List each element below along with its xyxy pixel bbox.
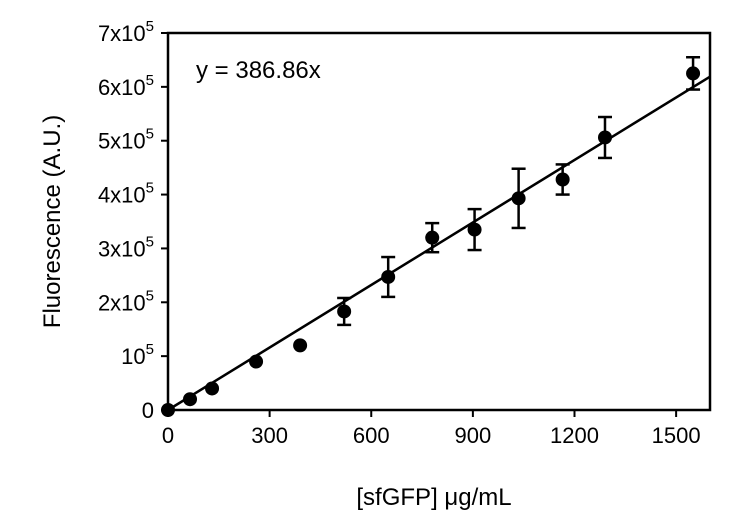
regression-equation-label: y = 386.86x [196,57,321,84]
data-point [249,354,264,369]
y-tick-label-exponent: 5 [146,287,154,304]
y-tick-label: 7x105 [98,18,154,46]
data-point [467,222,482,237]
data-point [555,172,570,187]
x-tick-label: 900 [455,423,492,448]
x-tick-label: 600 [353,423,390,448]
data-point [425,230,440,245]
y-tick-label: 5x105 [98,126,154,154]
y-tick-label-base: 5x10 [98,129,146,154]
data-point [161,403,175,417]
data-point [511,191,526,206]
data-point [381,269,396,284]
data-point [597,130,612,145]
y-tick-label-base: 6x10 [98,75,146,100]
y-tick-label-exponent: 5 [146,341,154,358]
plot-frame [166,31,712,412]
y-tick-label-base: 7x10 [98,21,146,46]
y-tick-label: 4x105 [98,180,154,208]
y-tick-label-exponent: 5 [146,233,154,250]
y-tick-label-exponent: 5 [146,18,154,35]
y-tick-label-exponent: 5 [146,180,154,197]
y-axis-title: Fluorescence (A.U.) [39,115,66,328]
x-tick-label: 0 [162,423,174,448]
y-tick-label-exponent: 5 [146,126,154,143]
data-point [183,392,198,407]
y-tick-label: 6x105 [98,72,154,100]
x-tick-label: 1200 [550,423,599,448]
x-tick-label: 1500 [652,423,701,448]
y-tick-label: 3x105 [98,233,154,261]
y-tick-label: 0 [142,398,154,423]
y-tick-label-exponent: 5 [146,72,154,89]
y-tick-label-base: 3x10 [98,236,146,261]
y-tick-label-base: 2x10 [98,290,146,315]
regression-line [167,75,711,412]
data-point [205,381,220,396]
data-point [337,304,352,319]
y-tick-label-base: 4x10 [98,183,146,208]
y-tick-label: 2x105 [98,287,154,315]
y-tick-label-base: 0 [142,398,154,423]
data-point [293,338,308,353]
y-tick-label: 105 [121,341,154,369]
y-tick-label-base: 10 [121,344,145,369]
data-point [686,66,701,81]
x-tick-label: 300 [251,423,288,448]
x-axis-title: [sfGFP] μg/mL [356,484,511,511]
